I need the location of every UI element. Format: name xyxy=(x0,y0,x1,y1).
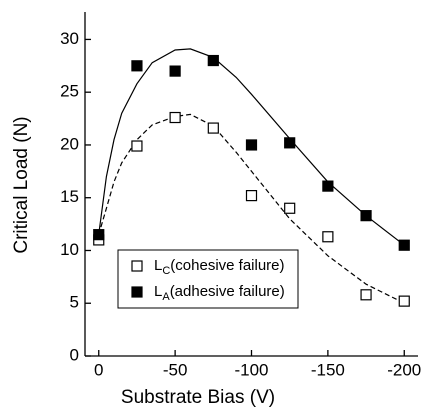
data-point xyxy=(322,231,334,243)
fit-curve xyxy=(98,48,405,246)
data-point xyxy=(322,180,334,192)
data-point xyxy=(398,295,410,307)
y-tick-label: 30 xyxy=(60,29,79,48)
data-point xyxy=(207,122,219,134)
y-tick-label: 5 xyxy=(70,293,79,312)
data-point xyxy=(245,190,258,202)
legend-box xyxy=(117,249,299,309)
y-tick-label: 10 xyxy=(60,240,79,259)
data-point xyxy=(93,229,105,241)
legend-label: LC(cohesive failure) xyxy=(154,257,285,277)
y-tick-label: 25 xyxy=(60,82,79,101)
x-tick-label: -50 xyxy=(163,360,188,379)
data-point xyxy=(360,289,372,301)
x-tick-label: -150 xyxy=(311,360,345,379)
data-point xyxy=(245,139,258,151)
x-tick-label: 0 xyxy=(94,360,103,379)
x-tick-label: -200 xyxy=(387,360,421,379)
legend-marker xyxy=(131,286,143,298)
legend-label: LA(adhesive failure) xyxy=(154,283,285,303)
data-point xyxy=(284,137,296,149)
y-tick-label: 0 xyxy=(70,345,79,364)
data-point xyxy=(169,111,181,124)
y-tick-label: 20 xyxy=(60,134,79,153)
data-point xyxy=(169,65,181,77)
data-point xyxy=(131,60,143,72)
data-point xyxy=(284,202,296,214)
data-point xyxy=(207,54,219,67)
x-axis-label: Substrate Bias (V) xyxy=(121,387,275,408)
data-point xyxy=(360,210,372,222)
x-tick-label: -100 xyxy=(234,360,268,379)
fit-curve xyxy=(98,113,405,304)
legend-marker xyxy=(131,260,143,272)
data-point xyxy=(131,140,143,152)
y-axis-label: Critical Load (N) xyxy=(11,116,32,253)
data-point xyxy=(398,239,410,251)
y-tick-label: 15 xyxy=(60,187,79,206)
